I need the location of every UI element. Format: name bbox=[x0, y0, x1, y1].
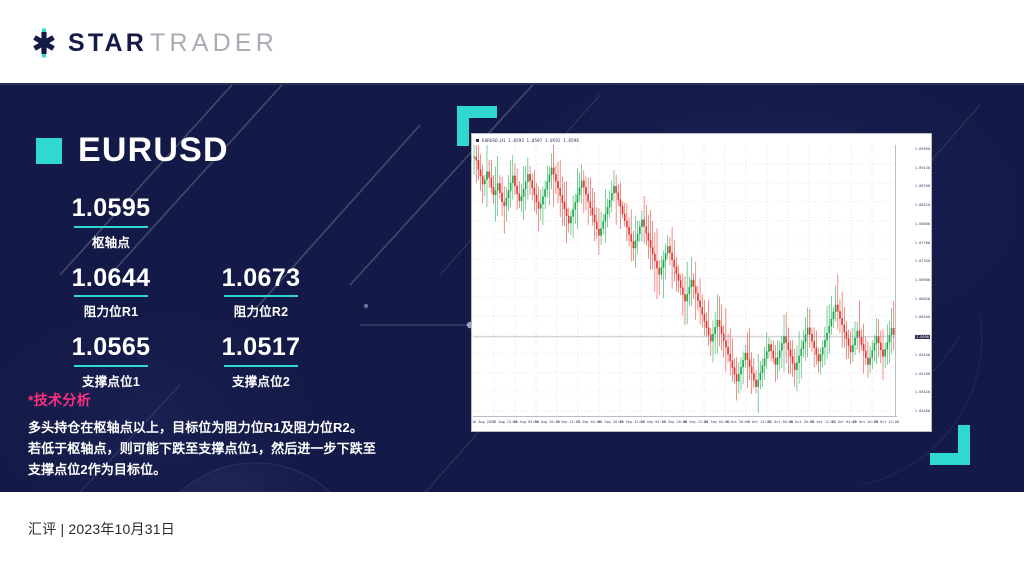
star-asterisk-icon bbox=[28, 27, 60, 59]
x-axis-tick: 11 Sep 20:00 bbox=[598, 420, 624, 424]
level-underline bbox=[224, 295, 298, 297]
corner-bracket-bottom-right bbox=[930, 425, 970, 465]
page-footer: 汇评 | 2023年10月31日 bbox=[0, 492, 1024, 576]
x-axis-tick: 7 Sep 04:00 bbox=[578, 420, 602, 424]
corner-bracket-top-left bbox=[457, 106, 497, 146]
current-price-tag: 1.0596 bbox=[915, 334, 930, 339]
x-axis-tick: 25 Oct 20:00 bbox=[852, 420, 878, 424]
level-label: 支撑点位2 bbox=[232, 374, 290, 389]
y-axis-tick: 1.07340 bbox=[914, 259, 930, 264]
x-axis-tick: 18 Oct 20:00 bbox=[788, 420, 815, 424]
x-axis-tick: 30 Oct 12:00 bbox=[873, 420, 900, 424]
y-axis-tick: 1.08780 bbox=[914, 184, 930, 189]
chart-x-axis: 16 Aug 2023 21 Aug 13:00 24 Aug 04:00 30 Au… bbox=[472, 416, 900, 431]
level-value: 1.0644 bbox=[71, 263, 151, 292]
header-divider bbox=[0, 83, 1024, 85]
level-underline bbox=[74, 295, 148, 297]
pivot-levels: 1.0595 枢轴点 1.0644 阻力位R1 1.0673 阻力位R2 bbox=[36, 194, 366, 404]
level-support-2: 1.0517 支撑点位2 bbox=[186, 333, 336, 390]
chart-title: EURUSD,H1 1.0593 1.0597 1.0592 1.0596 bbox=[482, 138, 579, 143]
x-axis-tick: 5 Oct 20:00 bbox=[726, 420, 750, 424]
level-label: 枢轴点 bbox=[91, 235, 131, 250]
y-axis-tick: 1.06980 bbox=[914, 278, 930, 282]
level-value: 1.0565 bbox=[71, 333, 151, 361]
y-axis-tick: 1.08060 bbox=[914, 221, 930, 226]
x-axis-tick: 4 Sep 12:00 bbox=[556, 420, 580, 424]
analysis-heading: *技术分析 bbox=[28, 392, 91, 408]
level-resistance-2: 1.0673 阻力位R2 bbox=[186, 263, 336, 321]
page-header: STAR TRADER bbox=[0, 0, 1024, 85]
y-axis-tick: 1.05180 bbox=[914, 371, 930, 376]
y-axis-tick: 1.04460 bbox=[914, 409, 930, 413]
y-axis-tick: 1.09500 bbox=[914, 147, 930, 151]
y-axis-tick: 1.09140 bbox=[914, 165, 930, 170]
x-axis-tick: 24 Aug 04:00 bbox=[513, 420, 539, 424]
x-axis-tick: 29 Sep 04:00 bbox=[704, 420, 730, 424]
level-resistance-1: 1.0644 阻力位R1 bbox=[36, 263, 186, 321]
level-value: 1.0595 bbox=[71, 194, 151, 222]
technical-analysis: *技术分析 多头持仓在枢轴点以上，目标位为阻力位R1及阻力位R2。 若低于枢轴点… bbox=[28, 390, 408, 480]
candle-series bbox=[473, 145, 897, 414]
grid-lines bbox=[473, 145, 897, 416]
level-value: 1.0517 bbox=[221, 333, 301, 361]
level-value: 1.0673 bbox=[221, 263, 301, 292]
x-axis-tick: 14 Sep 12:00 bbox=[619, 420, 645, 424]
x-axis-tick: 23 Oct 04:00 bbox=[831, 420, 857, 424]
main-panel: EURUSD 1.0595 枢轴点 1.0644 阻力位R1 1.0673 bbox=[0, 85, 1024, 492]
brand-name-light: TRADER bbox=[150, 28, 278, 57]
brand-logo: STAR TRADER bbox=[28, 27, 278, 59]
y-axis-tick: 1.05540 bbox=[914, 352, 930, 357]
analysis-line-2: 若低于枢轴点，则可能下跌至支撑点位1，然后进一步下跌至 bbox=[28, 441, 376, 457]
x-axis-tick: 12 Oct 04:00 bbox=[767, 420, 794, 424]
level-pivot: 1.0595 枢轴点 bbox=[36, 194, 186, 251]
x-axis-tick: 18 Sep 04:00 bbox=[640, 420, 666, 424]
x-axis-tick: 26 Sep 12:00 bbox=[682, 420, 709, 424]
level-label: 阻力位R2 bbox=[233, 305, 289, 319]
x-axis-tick: 16 Aug 2023 bbox=[472, 420, 496, 424]
page-title: EURUSD bbox=[78, 131, 229, 169]
level-label: 支撑点位1 bbox=[82, 374, 140, 389]
chart-header-label: EURUSD,H1 1.0593 1.0597 1.0592 1.0596 bbox=[476, 136, 579, 145]
level-label: 阻力位R1 bbox=[83, 305, 139, 319]
y-axis-tick: 1.08420 bbox=[914, 203, 930, 208]
x-axis-tick: 21 Sep 20:00 bbox=[661, 420, 688, 424]
price-chart[interactable]: EURUSD,H1 1.0593 1.0597 1.0592 1.0596 bbox=[471, 133, 932, 432]
instrument-title: EURUSD bbox=[36, 131, 229, 170]
x-axis-tick: 21 Aug 13:00 bbox=[492, 420, 518, 424]
analysis-line-1: 多头持仓在枢轴点以上，目标位为阻力位R1及阻力位R2。 bbox=[28, 420, 363, 435]
level-underline bbox=[224, 364, 298, 367]
brand-name-bold: STAR bbox=[68, 28, 147, 57]
level-support-1: 1.0565 支撑点位1 bbox=[36, 333, 186, 390]
analysis-line-3: 支撑点位2作为目标位。 bbox=[28, 462, 167, 478]
level-underline bbox=[74, 364, 148, 367]
chart-marker-icon bbox=[476, 139, 479, 142]
footer-caption: 汇评 | 2023年10月31日 bbox=[28, 521, 175, 537]
candlestick-svg bbox=[473, 145, 897, 416]
x-axis-tick: 19 Oct 12:00 bbox=[810, 420, 836, 424]
y-axis-tick: 1.04820 bbox=[914, 390, 930, 395]
level-underline bbox=[74, 225, 148, 228]
y-axis-tick: 1.06260 bbox=[914, 315, 930, 320]
x-axis-tick: 9 Oct 12:00 bbox=[747, 420, 771, 424]
y-axis-tick: 1.07700 bbox=[914, 240, 930, 245]
accent-square-icon bbox=[36, 137, 62, 164]
y-axis-tick: 1.06620 bbox=[914, 296, 930, 301]
chart-y-axis: 1.09500 1.09140 1.08780 1.08420 1.08060 1.077… bbox=[895, 145, 931, 416]
x-axis-tick: 30 Aug 20:00 bbox=[534, 420, 560, 424]
chart-plot-area bbox=[473, 145, 897, 416]
